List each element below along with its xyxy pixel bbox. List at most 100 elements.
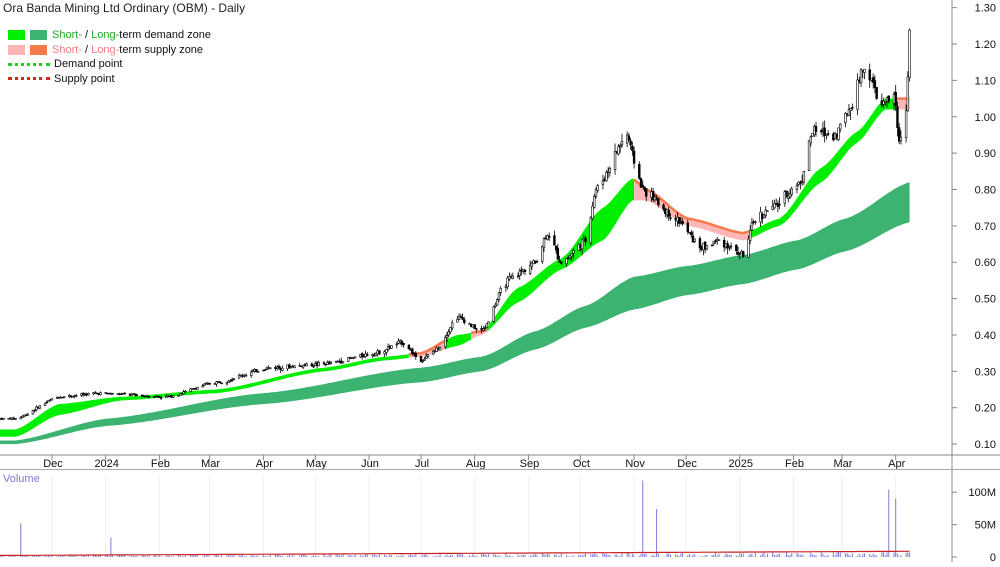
legend-supply-zone: Short- / Long-term supply zone <box>8 43 211 58</box>
candle-body <box>461 317 464 320</box>
candle-body <box>632 150 636 164</box>
candle-body <box>255 369 258 373</box>
candle-body <box>459 316 463 318</box>
candle-body <box>456 318 459 323</box>
candle-body <box>698 238 702 249</box>
legend-demand-point-label: Demand point <box>54 58 123 70</box>
candle-body <box>447 331 450 336</box>
candle-body <box>742 251 745 258</box>
candle-body <box>541 246 544 262</box>
candle-body <box>617 146 620 155</box>
candle-body <box>229 380 232 382</box>
candle-body <box>111 393 114 395</box>
candle-body <box>341 361 345 364</box>
candle-body <box>584 237 587 243</box>
candle-body <box>825 133 828 136</box>
short-term-demand-zone <box>0 354 409 437</box>
candle-body <box>506 277 509 288</box>
x-tick-label: Jul <box>415 458 429 470</box>
candle-body <box>244 374 248 377</box>
candle-body <box>312 365 315 368</box>
legend-demand-point: Demand point <box>8 57 211 72</box>
candle-body <box>605 172 608 182</box>
candle-body <box>785 190 788 197</box>
candle-body <box>608 167 612 173</box>
candle-body <box>535 260 539 263</box>
candle-body <box>591 205 594 219</box>
x-tick-label: Mar <box>201 458 220 470</box>
candle-body <box>45 401 48 404</box>
candle-body <box>556 248 560 260</box>
candle-body <box>322 362 326 365</box>
long-demand-swatch <box>30 30 47 41</box>
y-tick-label: 0.30 <box>975 366 996 378</box>
candle-body <box>482 328 485 331</box>
candle-body <box>717 239 721 241</box>
candle-body <box>560 261 563 264</box>
x-tick-label: Apr <box>888 458 905 470</box>
candle-body <box>407 344 411 350</box>
x-tick-label: Nov <box>625 458 645 470</box>
candle-body <box>438 347 442 351</box>
candle-body <box>693 238 696 242</box>
x-tick-label: Dec <box>677 458 697 470</box>
candle-body <box>123 392 126 395</box>
candle-body <box>884 100 887 103</box>
candle-body <box>360 353 364 357</box>
candle-body <box>856 79 859 110</box>
candle-body <box>317 362 320 367</box>
short-supply-swatch <box>8 44 25 55</box>
candle-body <box>568 254 572 259</box>
short-demand-swatch <box>8 30 25 41</box>
x-tick-label: May <box>306 458 327 470</box>
candle-body <box>449 327 452 333</box>
x-tick-label: Dec <box>43 458 63 470</box>
candle-body <box>201 385 204 388</box>
candle-body <box>130 393 133 396</box>
candle-body <box>347 357 350 362</box>
candle-body <box>523 269 527 272</box>
candle-body <box>728 247 731 249</box>
volume-label: Volume <box>3 473 40 485</box>
candle-body <box>548 235 551 238</box>
candle-body <box>473 324 476 330</box>
y-tick-label: 0.90 <box>975 148 996 160</box>
volume-panel: Volume 0 50M 100M <box>0 469 1000 564</box>
candle-body <box>431 350 435 355</box>
supply-point-line <box>8 77 50 81</box>
candle-body <box>310 363 314 367</box>
candle-body <box>738 253 741 255</box>
candle-body <box>645 188 648 197</box>
short-term-supply-zone <box>634 179 751 241</box>
candle-body <box>378 350 381 355</box>
candle-body <box>497 292 501 300</box>
demand-point-line <box>8 62 50 66</box>
candle-body <box>237 375 241 379</box>
candle-body <box>99 392 102 395</box>
candle-body <box>159 397 163 399</box>
candle-body <box>263 369 267 371</box>
legend-supply-short-label: Short- <box>52 43 82 56</box>
x-tick-label: Aug <box>466 458 486 470</box>
candle-body <box>50 398 54 401</box>
candle-body <box>778 203 781 206</box>
candle-body <box>762 214 766 218</box>
candle-body <box>882 100 885 105</box>
candle-body <box>516 275 520 278</box>
candle-body <box>809 136 813 144</box>
candle-body <box>450 322 454 329</box>
candle-body <box>908 29 911 78</box>
legend-demand-long-label: Long- <box>91 29 120 41</box>
legend-supply-point-label: Supply point <box>54 72 115 85</box>
candle-body <box>2 417 5 420</box>
candle-body <box>662 204 665 210</box>
candle-body <box>795 185 799 190</box>
candle-body <box>631 145 634 151</box>
candle-body <box>620 141 624 146</box>
candle-body <box>655 197 658 199</box>
candle-body <box>421 360 424 363</box>
candle-body <box>31 410 35 415</box>
x-tick-label: Apr <box>256 458 273 470</box>
